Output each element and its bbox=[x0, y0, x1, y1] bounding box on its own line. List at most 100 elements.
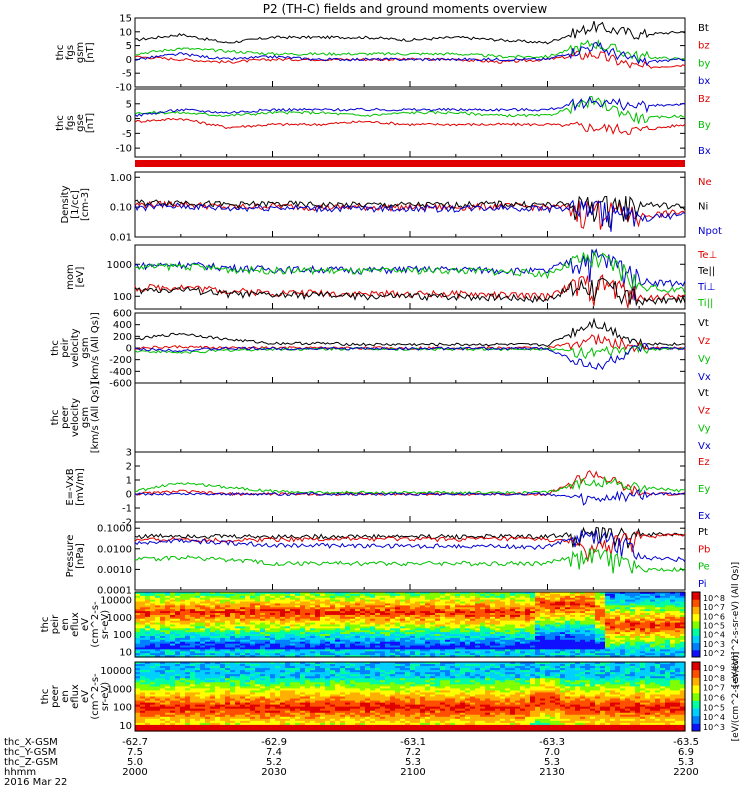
heatmap-cell bbox=[525, 655, 531, 658]
heatmap-cell bbox=[255, 712, 261, 716]
heatmap-cell bbox=[270, 592, 276, 595]
heatmap-cell bbox=[610, 645, 616, 649]
heatmap-cell bbox=[445, 649, 451, 652]
heatmap-cell bbox=[515, 639, 521, 643]
heatmap-cell bbox=[185, 634, 191, 637]
heatmap-cell bbox=[345, 632, 351, 635]
heatmap-cell bbox=[195, 724, 201, 728]
heatmap-cell bbox=[295, 645, 301, 649]
heatmap-cell bbox=[300, 620, 306, 624]
heatmap-cell bbox=[640, 624, 646, 628]
heatmap-cell bbox=[200, 668, 206, 671]
heatmap-cell bbox=[175, 616, 181, 620]
heatmap-cell bbox=[565, 624, 571, 628]
heatmap-cell bbox=[190, 678, 196, 681]
heatmap-cell bbox=[510, 626, 516, 629]
heatmap-cell bbox=[205, 720, 211, 724]
heatmap-cell bbox=[390, 609, 396, 612]
heatmap-cell bbox=[205, 649, 211, 652]
heatmap-cell bbox=[670, 653, 676, 656]
heatmap-cell bbox=[560, 647, 566, 650]
heatmap-cell bbox=[405, 603, 411, 606]
heatmap-cell bbox=[200, 611, 206, 614]
heatmap-cell bbox=[155, 622, 161, 626]
heatmap-cell bbox=[615, 595, 621, 599]
heatmap-cell bbox=[650, 609, 656, 612]
heatmap-cell bbox=[220, 704, 226, 708]
heatmap-cell bbox=[170, 696, 176, 700]
heatmap-cell bbox=[615, 624, 621, 628]
heatmap-cell bbox=[290, 639, 296, 643]
heatmap-cell bbox=[555, 603, 561, 606]
heatmap-cell bbox=[175, 674, 181, 677]
heatmap-cell bbox=[595, 597, 601, 601]
heatmap-cell bbox=[140, 706, 146, 710]
heatmap-cell bbox=[235, 641, 241, 645]
heatmap-cell bbox=[255, 702, 261, 706]
heatmap-cell bbox=[380, 647, 386, 650]
heatmap-cell bbox=[675, 603, 681, 606]
heatmap-cell bbox=[360, 641, 366, 645]
heatmap-cell bbox=[525, 622, 531, 626]
heatmap-cell bbox=[165, 626, 171, 629]
heatmap-cell bbox=[525, 609, 531, 612]
heatmap-cell bbox=[340, 628, 346, 631]
heatmap-cell bbox=[370, 634, 376, 637]
heatmap-cell bbox=[160, 622, 166, 626]
heatmap-cell bbox=[635, 655, 641, 658]
heatmap-cell bbox=[285, 592, 291, 595]
heatmap-cell bbox=[375, 607, 381, 610]
heatmap-cell bbox=[240, 647, 246, 650]
heatmap-cell bbox=[135, 686, 141, 689]
heatmap-cell bbox=[235, 722, 241, 726]
heatmap-cell bbox=[490, 618, 496, 622]
heatmap-cell bbox=[250, 662, 256, 665]
heatmap-cell bbox=[210, 704, 216, 708]
heatmap-cell bbox=[590, 630, 596, 633]
heatmap-cell bbox=[385, 605, 391, 608]
heatmap-cell bbox=[350, 628, 356, 631]
heatmap-cell bbox=[245, 666, 251, 669]
heatmap-cell bbox=[370, 628, 376, 631]
heatmap-cell bbox=[235, 639, 241, 643]
heatmap-cell bbox=[330, 639, 336, 643]
heatmap-cell bbox=[275, 653, 281, 656]
heatmap-cell bbox=[470, 655, 476, 658]
heatmap-cell bbox=[320, 603, 326, 606]
heatmap-cell bbox=[300, 611, 306, 614]
heatmap-cell bbox=[230, 595, 236, 599]
heatmap-cell bbox=[205, 698, 211, 702]
heatmap-cell bbox=[310, 603, 316, 606]
heatmap-cell bbox=[160, 668, 166, 671]
heatmap-cell bbox=[185, 655, 191, 658]
legend-Ni: Ni bbox=[698, 202, 708, 213]
heatmap-cell bbox=[340, 605, 346, 608]
heatmap-cell bbox=[375, 611, 381, 614]
heatmap-cell bbox=[420, 592, 426, 595]
heatmap-cell bbox=[405, 634, 411, 637]
heatmap-cell bbox=[290, 655, 296, 658]
heatmap-cell bbox=[450, 624, 456, 628]
heatmap-cell bbox=[180, 662, 186, 665]
heatmap-cell bbox=[505, 643, 511, 647]
heatmap-cell bbox=[410, 601, 416, 605]
heatmap-cell bbox=[665, 593, 671, 597]
heatmap-cell bbox=[380, 614, 386, 618]
heatmap-cell bbox=[585, 653, 591, 656]
heatmap-cell bbox=[575, 645, 581, 649]
heatmap-cell bbox=[390, 613, 396, 616]
heatmap-cell bbox=[640, 614, 646, 618]
heatmap-cell bbox=[180, 710, 186, 714]
heatmap-cell bbox=[175, 624, 181, 628]
heatmap-cell bbox=[595, 618, 601, 622]
heatmap-cell bbox=[225, 611, 231, 614]
heatmap-cell bbox=[230, 603, 236, 606]
heatmap-cell bbox=[150, 728, 156, 732]
heatmap-cell bbox=[350, 630, 356, 633]
heatmap-cell bbox=[510, 643, 516, 647]
heatmap-cell bbox=[405, 616, 411, 620]
heatmap-cell bbox=[635, 595, 641, 599]
heatmap-cell bbox=[175, 688, 181, 692]
heatmap-cell bbox=[530, 635, 536, 639]
heatmap-cell bbox=[215, 626, 221, 629]
